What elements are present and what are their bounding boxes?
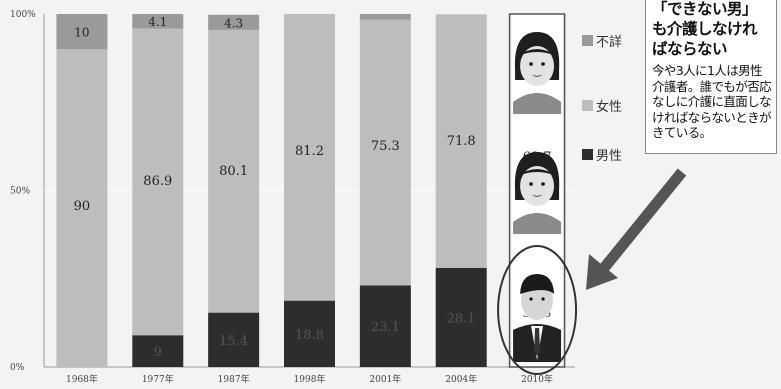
woman-mouth [532, 74, 542, 77]
bar-segment [284, 14, 335, 301]
legend-item-female: 女性 [582, 96, 622, 115]
bar-segment [132, 28, 184, 336]
annotation-headline: 「できない男」も介護しなければならない [652, 0, 758, 58]
legend-item-unknown: 不詳 [582, 31, 622, 50]
bar-segment [56, 49, 108, 368]
bar-segment [435, 267, 487, 367]
data-label: 75.3 [371, 139, 400, 154]
data-label: 23.1 [371, 320, 400, 335]
woman-bangs [518, 169, 557, 176]
caregiver-illustrations [497, 32, 578, 375]
arrow-shaft [595, 168, 687, 277]
legend-swatch-unknown [582, 35, 593, 46]
legend-label-female: 女性 [596, 100, 623, 115]
y-tick-label: 100% [10, 10, 36, 20]
woman-face [520, 46, 555, 86]
bar-segment [208, 312, 260, 367]
data-label: 81.2 [295, 144, 324, 159]
man-eye [529, 297, 533, 301]
man-icon [513, 274, 562, 362]
man-hair [520, 274, 555, 294]
annotation-box: 「できない男」も介護しなければならない 今や3人に1人は男性介護者。誰でもが否応… [645, 0, 777, 154]
data-label: 10 [74, 26, 89, 40]
data-label: 80.1 [219, 164, 248, 179]
man-eye [541, 297, 545, 301]
woman-icon [513, 32, 562, 114]
legend-item-male: 男性 [582, 145, 622, 164]
woman-eye [541, 182, 545, 186]
x-tick-label: 2004年 [445, 373, 477, 385]
woman-icon [513, 152, 562, 234]
bar-segment [359, 19, 411, 286]
bar-segment [208, 14, 260, 30]
bar-segment [284, 300, 335, 367]
legend-label-male: 男性 [596, 149, 623, 164]
bar-segment [359, 285, 411, 367]
highlight-column-border [508, 13, 566, 368]
x-tick-label: 1968年 [66, 373, 98, 385]
woman-eye [529, 182, 533, 186]
woman-mouth [532, 194, 542, 197]
arrow-head [586, 254, 618, 290]
legend-swatch-female [582, 100, 593, 111]
woman-eye [529, 62, 533, 66]
bar-segment [132, 14, 184, 29]
data-label: 86.9 [143, 174, 172, 189]
data-label: 90 [74, 199, 91, 214]
woman-body [513, 93, 562, 114]
data-label: 18.8 [295, 328, 324, 343]
data-label: 9 [154, 345, 162, 360]
woman-face [520, 166, 555, 206]
woman-bangs [518, 49, 557, 56]
arrow-icon [586, 168, 687, 290]
data-label: 15.4 [219, 334, 248, 349]
x-tick-label: 2001年 [369, 373, 401, 385]
y-tick-label: 50% [10, 187, 30, 197]
x-tick-label: 1977年 [142, 373, 174, 385]
woman-eye [541, 62, 545, 66]
x-tick-label: 1998年 [294, 373, 326, 385]
bar-segment [56, 14, 108, 50]
legend-swatch-male [582, 149, 593, 160]
bar-segment [359, 14, 411, 20]
bar-segment [435, 14, 487, 268]
man-tie [534, 328, 541, 356]
data-label: 4.3 [224, 16, 243, 30]
x-tick-label: 2010年 [521, 373, 553, 385]
legend-label-unknown: 不詳 [596, 35, 623, 50]
data-label: 4.1 [148, 15, 167, 29]
x-tick-label: 1987年 [218, 373, 250, 385]
tick-labels-layer: 0% 50% 100% 1968年 1977年 1987年 1998年 2001年 2004年 2… [10, 10, 553, 385]
highlight-ellipse [497, 245, 578, 375]
bar-segment [132, 335, 184, 367]
data-label: 71.8 [447, 134, 476, 149]
woman-body [513, 213, 562, 234]
data-label: 28.1 [447, 311, 476, 326]
y-tick-label: 0% [10, 363, 25, 373]
annotation-body: 今や3人に1人は男性介護者。誰でもが否応なしに介護に直面しなければならないときが… [652, 63, 772, 140]
bar-segment [208, 29, 260, 313]
